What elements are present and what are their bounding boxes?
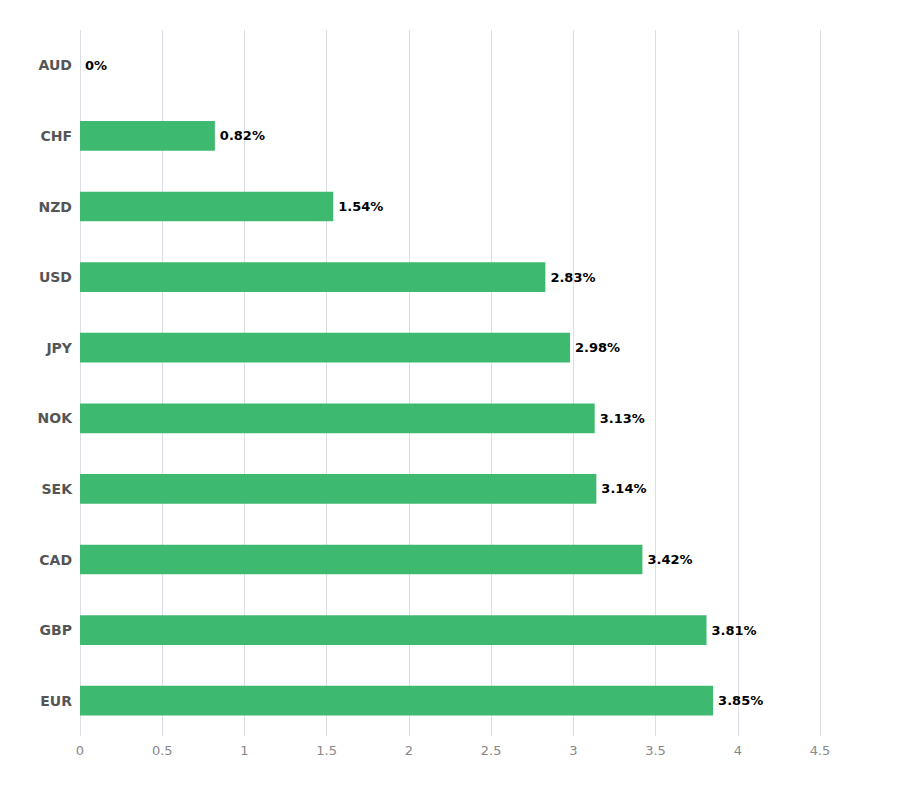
svg-text:NOK: NOK	[38, 410, 74, 426]
svg-text:CAD: CAD	[39, 552, 72, 568]
svg-text:AUD: AUD	[39, 57, 72, 73]
svg-text:0.5: 0.5	[152, 743, 173, 758]
svg-text:EUR: EUR	[40, 693, 72, 709]
svg-text:2.98%: 2.98%	[575, 340, 620, 355]
svg-text:0: 0	[76, 743, 84, 758]
svg-text:GBP: GBP	[40, 622, 72, 638]
svg-text:3.13%: 3.13%	[600, 411, 645, 426]
svg-text:2: 2	[405, 743, 413, 758]
svg-text:SEK: SEK	[42, 481, 74, 497]
svg-text:3: 3	[569, 743, 577, 758]
svg-text:3.85%: 3.85%	[718, 693, 763, 708]
svg-text:2.5: 2.5	[481, 743, 502, 758]
svg-text:0%: 0%	[85, 58, 107, 73]
svg-text:3.81%: 3.81%	[712, 623, 757, 638]
svg-text:0.82%: 0.82%	[220, 128, 265, 143]
svg-text:CHF: CHF	[40, 128, 72, 144]
svg-text:3.14%: 3.14%	[601, 481, 646, 496]
svg-text:4.5: 4.5	[810, 743, 831, 758]
svg-text:USD: USD	[39, 269, 72, 285]
svg-text:1.54%: 1.54%	[338, 199, 383, 214]
svg-text:2.83%: 2.83%	[550, 270, 595, 285]
svg-text:NZD: NZD	[39, 199, 73, 215]
svg-text:3.42%: 3.42%	[647, 552, 692, 567]
svg-text:4: 4	[734, 743, 742, 758]
svg-text:1: 1	[240, 743, 248, 758]
svg-text:1.5: 1.5	[316, 743, 337, 758]
svg-text:JPY: JPY	[45, 340, 72, 356]
svg-text:3.5: 3.5	[645, 743, 666, 758]
